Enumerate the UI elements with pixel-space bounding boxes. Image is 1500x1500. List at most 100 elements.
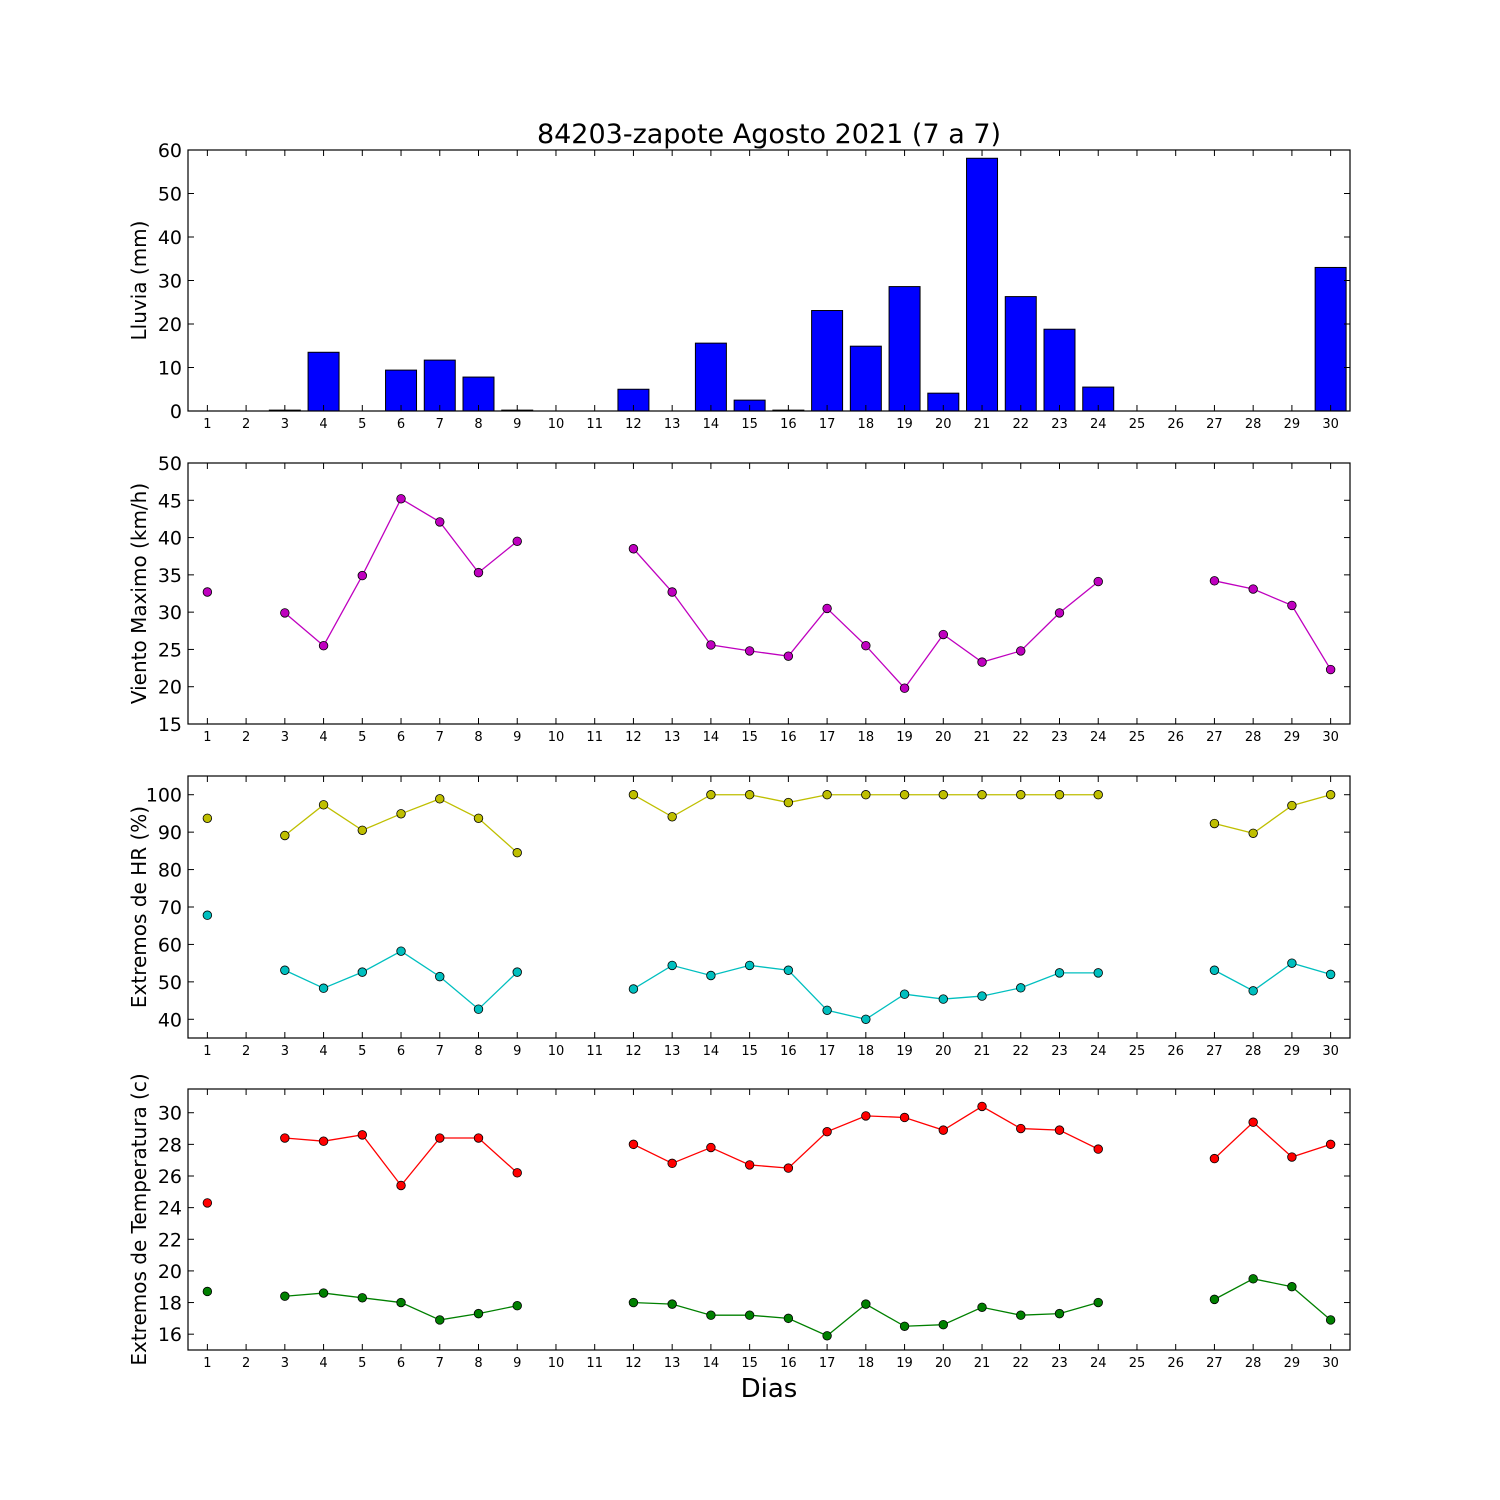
- point-day-6: [396, 1297, 406, 1308]
- x-tick-label: 12: [625, 730, 642, 745]
- x-tick-label: 1: [203, 1356, 211, 1371]
- point-day-17: [822, 1005, 832, 1016]
- x-tick-label: 7: [436, 730, 444, 745]
- x-tick-label: 4: [319, 730, 327, 745]
- x-tick-label: 2: [242, 1356, 250, 1371]
- point-day-19: [899, 1321, 910, 1331]
- x-tick-label: 30: [1322, 1044, 1339, 1059]
- point-day-19: [899, 1112, 910, 1123]
- point-day-17: [822, 603, 832, 614]
- point-day-1: [202, 587, 213, 597]
- point-day-17: [822, 1331, 832, 1341]
- x-tick-label: 15: [741, 417, 758, 432]
- x-tick-label: 28: [1245, 730, 1262, 745]
- x-tick-label: 17: [819, 1044, 836, 1059]
- point-day-16: [783, 965, 794, 975]
- x-tick-label: 6: [397, 417, 405, 432]
- x-tick-label: 27: [1206, 730, 1223, 745]
- x-tick-label: 3: [281, 730, 289, 745]
- point-day-8: [473, 1004, 484, 1014]
- x-tick-label: 5: [358, 1044, 366, 1059]
- x-tick-label: 21: [974, 417, 991, 432]
- y-tick-label: 50: [158, 972, 182, 994]
- x-tick-label: 27: [1206, 1356, 1223, 1371]
- bar-day-21: [966, 157, 999, 412]
- point-day-23: [1054, 790, 1065, 800]
- point-day-27: [1209, 1294, 1220, 1305]
- x-tick-label: 15: [741, 730, 758, 745]
- series-line: [1214, 962, 1331, 992]
- point-day-29: [1287, 1152, 1297, 1162]
- x-tick-label: 28: [1245, 417, 1262, 432]
- y-axis-label: Lluvia (mm): [127, 221, 151, 341]
- point-day-23: [1054, 1308, 1065, 1319]
- point-day-16: [783, 1163, 794, 1173]
- y-tick-label: 16: [158, 1324, 182, 1346]
- x-tick-label: 25: [1129, 1356, 1146, 1371]
- x-tick-label: 5: [358, 417, 366, 432]
- x-tick-label: 13: [664, 1044, 681, 1059]
- x-tick-label: 26: [1167, 1044, 1184, 1059]
- point-day-30: [1325, 969, 1336, 980]
- bar-day-14: [694, 342, 727, 412]
- point-day-8: [473, 1133, 484, 1143]
- x-tick-label: 25: [1129, 730, 1146, 745]
- point-day-8: [473, 567, 484, 578]
- point-day-18: [861, 1299, 871, 1309]
- x-tick-label: 16: [780, 1044, 797, 1059]
- x-tick-label: 14: [703, 417, 720, 432]
- x-tick-label: 4: [319, 1044, 327, 1059]
- bar-day-6: [385, 369, 418, 412]
- point-day-4: [318, 983, 329, 993]
- y-tick-label: 24: [158, 1198, 182, 1220]
- point-day-22: [1016, 1123, 1026, 1134]
- y-axis-label: Extremos de Temperatura (c): [127, 1073, 151, 1365]
- point-day-13: [667, 812, 677, 822]
- bar-day-19: [888, 286, 921, 412]
- x-tick-label: 19: [896, 417, 913, 432]
- x-tick-label: 13: [664, 1356, 681, 1371]
- x-tick-label: 20: [935, 1356, 952, 1371]
- x-tick-label: 29: [1284, 730, 1301, 745]
- x-tick-label: 4: [319, 417, 327, 432]
- point-day-12: [628, 544, 639, 554]
- y-tick-label: 40: [158, 1009, 182, 1031]
- y-tick-label: 30: [158, 602, 182, 624]
- point-day-19: [899, 683, 910, 693]
- point-day-29: [1287, 600, 1297, 611]
- point-day-3: [280, 830, 290, 841]
- x-tick-label: 26: [1167, 417, 1184, 432]
- point-day-19: [899, 790, 910, 800]
- chart-panels: 1 2 3 4 5 6 7 8 9 10 11 12 13 14 15 16 17 18 19 20 21 22 23 24 2…: [127, 140, 1351, 1371]
- x-tick-label: 18: [858, 1044, 875, 1059]
- point-day-21: [977, 1302, 987, 1312]
- y-tick-label: 22: [158, 1229, 182, 1251]
- point-day-14: [706, 1310, 716, 1320]
- x-tick-label: 2: [242, 730, 250, 745]
- x-tick-label: 16: [780, 1356, 797, 1371]
- bar-day-17: [811, 310, 844, 412]
- x-tick-label: 30: [1322, 417, 1339, 432]
- point-day-22: [1016, 646, 1026, 656]
- point-day-20: [938, 1125, 949, 1135]
- point-day-18: [861, 1111, 871, 1121]
- y-tick-label: 15: [158, 714, 182, 736]
- point-day-5: [357, 570, 368, 581]
- point-day-9: [512, 967, 522, 977]
- point-day-3: [280, 608, 290, 618]
- x-tick-label: 16: [780, 417, 797, 432]
- x-tick-label: 30: [1322, 1356, 1339, 1371]
- point-day-23: [1054, 1125, 1065, 1135]
- point-day-27: [1209, 965, 1220, 975]
- x-tick-label: 19: [896, 730, 913, 745]
- y-tick-label: 20: [158, 314, 182, 336]
- x-tick-label: 29: [1284, 1044, 1301, 1059]
- point-day-16: [783, 1313, 794, 1324]
- point-day-28: [1248, 1117, 1258, 1127]
- bar-day-7: [423, 359, 456, 412]
- y-tick-label: 80: [158, 860, 182, 882]
- point-day-21: [977, 790, 987, 800]
- x-tick-label: 14: [703, 1356, 720, 1371]
- y-tick-label: 18: [158, 1293, 182, 1315]
- point-day-6: [396, 946, 406, 956]
